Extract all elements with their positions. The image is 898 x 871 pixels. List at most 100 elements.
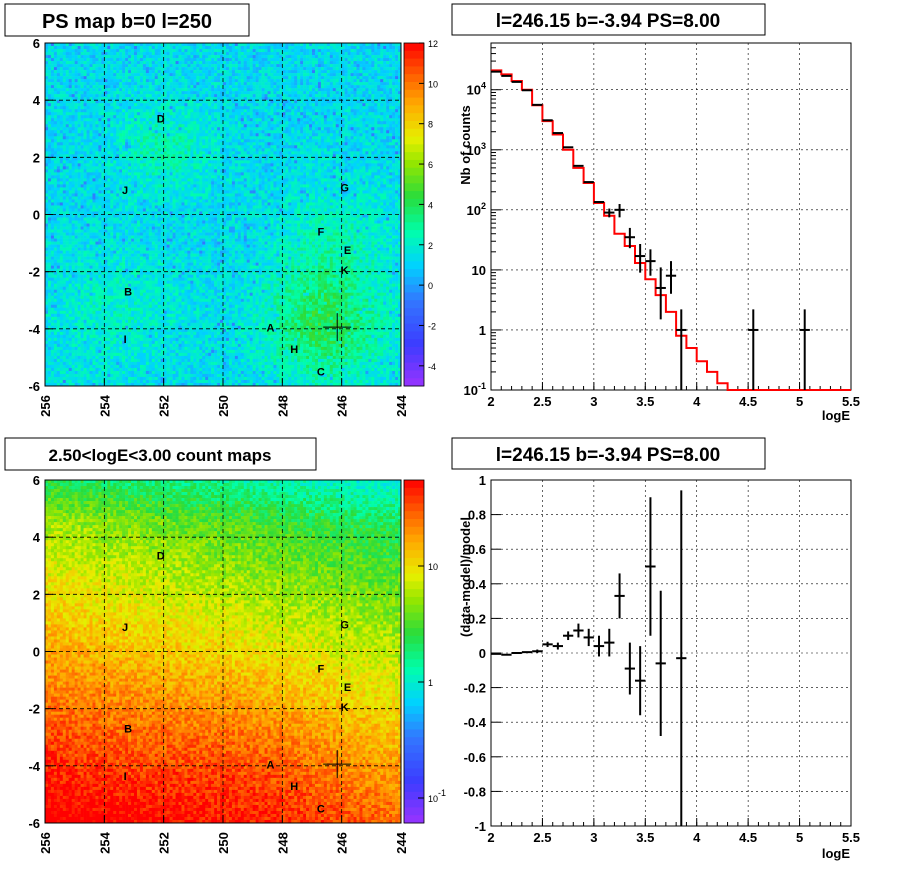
heatmap-cell bbox=[77, 94, 81, 98]
heatmap-cell bbox=[303, 76, 307, 80]
heatmap-cell bbox=[175, 82, 179, 86]
heatmap-cell bbox=[142, 112, 147, 116]
heatmap-cell bbox=[261, 55, 265, 59]
heatmap-cell bbox=[136, 130, 141, 134]
heatmap-cell bbox=[356, 151, 360, 155]
heatmap-cell bbox=[243, 100, 248, 104]
heatmap-cell bbox=[208, 70, 212, 74]
heatmap-cell bbox=[386, 91, 390, 95]
heatmap-cell bbox=[220, 163, 224, 167]
heatmap-cell bbox=[98, 70, 102, 74]
heatmap-cell bbox=[380, 115, 384, 119]
heatmap-cell bbox=[341, 124, 345, 128]
heatmap-cell bbox=[208, 49, 212, 53]
heatmap-cell bbox=[184, 121, 188, 125]
heatmap-cell bbox=[193, 49, 197, 53]
heatmap-cell bbox=[193, 58, 197, 62]
heatmap-cell bbox=[267, 154, 271, 158]
heatmap-cell bbox=[190, 106, 194, 110]
heatmap-cell bbox=[145, 103, 150, 107]
heatmap-cell bbox=[163, 145, 167, 149]
heatmap-cell bbox=[303, 85, 307, 89]
heatmap-cell bbox=[371, 127, 375, 131]
heatmap-cell bbox=[228, 91, 233, 95]
heatmap-cell bbox=[297, 121, 301, 125]
heatmap-cell bbox=[383, 70, 387, 74]
heatmap-cell bbox=[240, 160, 245, 164]
heatmap-cell bbox=[303, 151, 307, 155]
heatmap-cell bbox=[309, 76, 313, 80]
heatmap-cell bbox=[353, 136, 357, 140]
heatmap-cell bbox=[74, 67, 78, 71]
heatmap-cell bbox=[145, 133, 150, 137]
heatmap-cell bbox=[47, 118, 52, 122]
heatmap-cell bbox=[365, 94, 369, 98]
heatmap-cell bbox=[136, 133, 141, 137]
heatmap-cell bbox=[89, 103, 93, 107]
heatmap-cell bbox=[157, 133, 161, 137]
heatmap-cell bbox=[122, 64, 126, 68]
heatmap-cell bbox=[187, 49, 191, 53]
heatmap-cell bbox=[314, 145, 319, 149]
heatmap-cell bbox=[92, 106, 96, 110]
heatmap-cell bbox=[139, 157, 144, 161]
heatmap-cell bbox=[95, 148, 99, 152]
heatmap-cell bbox=[320, 106, 325, 110]
heatmap-cell bbox=[389, 145, 393, 149]
heatmap-cell bbox=[59, 163, 64, 167]
heatmap-cell bbox=[217, 82, 221, 86]
heatmap-cell bbox=[199, 145, 203, 149]
heatmap-cell bbox=[237, 85, 242, 89]
heatmap-cell bbox=[294, 157, 298, 161]
heatmap-cell bbox=[71, 124, 75, 128]
heatmap-cell bbox=[139, 112, 144, 116]
heatmap-cell bbox=[56, 130, 61, 134]
heatmap-cell bbox=[50, 91, 55, 95]
heatmap-cell bbox=[368, 154, 372, 158]
heatmap-cell bbox=[74, 157, 78, 161]
heatmap-cell bbox=[392, 133, 396, 137]
heatmap-cell bbox=[184, 100, 188, 104]
heatmap-cell bbox=[151, 100, 156, 104]
heatmap-cell bbox=[237, 73, 242, 77]
heatmap-cell bbox=[59, 154, 64, 158]
heatmap-cell bbox=[181, 85, 185, 89]
heatmap-cell bbox=[134, 85, 138, 89]
heatmap-cell bbox=[56, 133, 61, 137]
heatmap-cell bbox=[309, 130, 313, 134]
heatmap-cell bbox=[246, 61, 250, 65]
heatmap-cell bbox=[320, 160, 325, 164]
heatmap-cell bbox=[332, 55, 337, 59]
heatmap-cell bbox=[371, 79, 375, 83]
heatmap-cell bbox=[65, 49, 70, 53]
heatmap-cell bbox=[71, 91, 75, 95]
heatmap-cell bbox=[208, 160, 212, 164]
heatmap-cell bbox=[246, 49, 250, 53]
heatmap-cell bbox=[199, 136, 203, 140]
heatmap-cell bbox=[71, 157, 75, 161]
heatmap-cell bbox=[234, 112, 239, 116]
heatmap-cell bbox=[314, 91, 319, 95]
heatmap-cell bbox=[335, 97, 339, 101]
heatmap-cell bbox=[175, 124, 179, 128]
heatmap-cell bbox=[264, 82, 268, 86]
heatmap-cell bbox=[142, 67, 147, 71]
heatmap-cell bbox=[258, 148, 262, 152]
heatmap-cell bbox=[62, 67, 67, 71]
heatmap-cell bbox=[113, 157, 117, 161]
heatmap-cell bbox=[59, 94, 64, 98]
heatmap-cell bbox=[217, 70, 221, 74]
heatmap-cell bbox=[258, 67, 262, 71]
heatmap-cell bbox=[312, 151, 316, 155]
heatmap-cell bbox=[163, 166, 167, 170]
heatmap-cell bbox=[83, 118, 87, 122]
heatmap-cell bbox=[101, 145, 105, 149]
heatmap-cell bbox=[122, 115, 126, 119]
heatmap-cell bbox=[267, 49, 271, 53]
heatmap-cell bbox=[202, 97, 206, 101]
heatmap-cell bbox=[101, 61, 105, 65]
heatmap-cell bbox=[243, 160, 248, 164]
heatmap-cell bbox=[116, 163, 120, 167]
heatmap-cell bbox=[119, 79, 123, 83]
heatmap-cell bbox=[288, 133, 292, 137]
